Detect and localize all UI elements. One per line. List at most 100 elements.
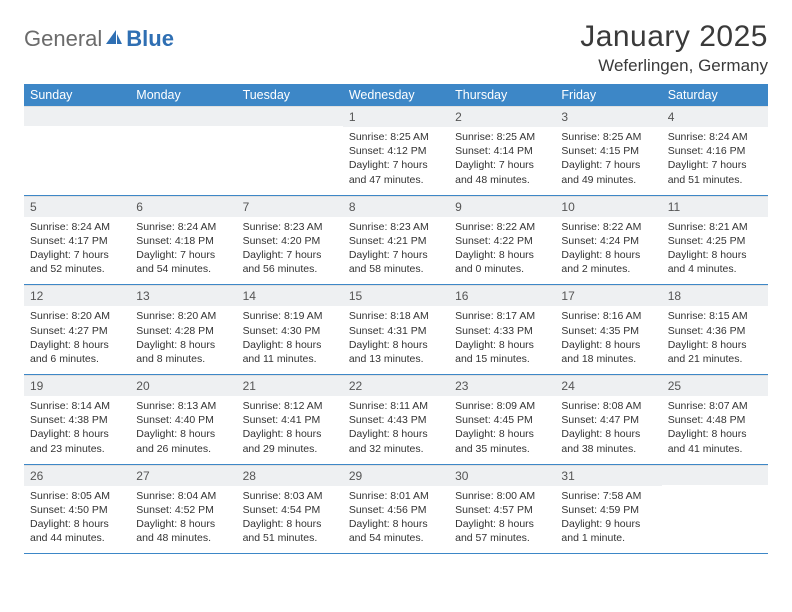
day-details: Sunrise: 8:11 AMSunset: 4:43 PMDaylight:… [343,396,449,464]
sunset-value: 4:47 PM [600,414,639,426]
sunset-label: Sunset: [243,235,282,247]
sunset-value: 4:36 PM [706,325,745,337]
day-cell: 26Sunrise: 8:05 AMSunset: 4:50 PMDayligh… [24,464,130,554]
day-number: 12 [24,285,130,306]
day-details: Sunrise: 8:08 AMSunset: 4:47 PMDaylight:… [555,396,661,464]
sunrise-value: 7:58 AM [603,490,642,502]
daylight-label: Daylight: [349,518,393,530]
sunset-label: Sunset: [455,504,494,516]
day-details: Sunrise: 8:19 AMSunset: 4:30 PMDaylight:… [237,306,343,374]
sunset-value: 4:17 PM [69,235,108,247]
day-number: 2 [449,106,555,127]
day-number [662,465,768,485]
sunrise-value: 8:18 AM [390,310,429,322]
daylight-label: Daylight: [668,159,712,171]
sunset-label: Sunset: [243,504,282,516]
day-cell: 29Sunrise: 8:01 AMSunset: 4:56 PMDayligh… [343,464,449,554]
day-number: 1 [343,106,449,127]
day-details: Sunrise: 8:23 AMSunset: 4:20 PMDaylight:… [237,217,343,285]
day-cell [662,464,768,554]
day-number: 9 [449,196,555,217]
day-number: 19 [24,375,130,396]
sunrise-label: Sunrise: [668,131,709,143]
sunrise-value: 8:23 AM [390,221,429,233]
daylight-label: Daylight: [30,428,74,440]
day-cell: 28Sunrise: 8:03 AMSunset: 4:54 PMDayligh… [237,464,343,554]
sunset-label: Sunset: [243,325,282,337]
sunrise-label: Sunrise: [455,221,496,233]
daylight-label: Daylight: [349,159,393,171]
day-cell: 24Sunrise: 8:08 AMSunset: 4:47 PMDayligh… [555,375,661,465]
month-title: January 2025 [580,20,768,54]
sunrise-value: 8:09 AM [497,400,536,412]
sunset-label: Sunset: [30,414,69,426]
sunrise-label: Sunrise: [243,400,284,412]
day-number: 27 [130,465,236,486]
sunset-label: Sunset: [136,235,175,247]
sunset-label: Sunset: [668,145,707,157]
sunset-value: 4:21 PM [387,235,426,247]
sunrise-label: Sunrise: [561,310,602,322]
day-details: Sunrise: 8:18 AMSunset: 4:31 PMDaylight:… [343,306,449,374]
sunrise-label: Sunrise: [455,131,496,143]
day-cell: 1Sunrise: 8:25 AMSunset: 4:12 PMDaylight… [343,106,449,195]
sunset-value: 4:15 PM [600,145,639,157]
dow-sunday: Sunday [24,84,130,106]
sunrise-label: Sunrise: [668,310,709,322]
week-row: 5Sunrise: 8:24 AMSunset: 4:17 PMDaylight… [24,195,768,285]
daylight-label: Daylight: [455,249,499,261]
sunrise-label: Sunrise: [30,221,71,233]
daylight-label: Daylight: [243,249,287,261]
day-details: Sunrise: 8:03 AMSunset: 4:54 PMDaylight:… [237,486,343,554]
sunrise-value: 8:15 AM [709,310,748,322]
day-cell: 27Sunrise: 8:04 AMSunset: 4:52 PMDayligh… [130,464,236,554]
sunrise-label: Sunrise: [561,490,602,502]
sunset-label: Sunset: [561,325,600,337]
sunset-label: Sunset: [561,235,600,247]
day-number: 8 [343,196,449,217]
sunrise-value: 8:01 AM [390,490,429,502]
sunrise-value: 8:13 AM [178,400,217,412]
day-details: Sunrise: 8:14 AMSunset: 4:38 PMDaylight:… [24,396,130,464]
sunrise-label: Sunrise: [455,400,496,412]
week-row: 1Sunrise: 8:25 AMSunset: 4:12 PMDaylight… [24,106,768,195]
daylight-label: Daylight: [455,518,499,530]
day-number: 15 [343,285,449,306]
day-details [237,126,343,188]
sunset-value: 4:30 PM [281,325,320,337]
day-details: Sunrise: 7:58 AMSunset: 4:59 PMDaylight:… [555,486,661,554]
daylight-label: Daylight: [561,249,605,261]
day-number: 22 [343,375,449,396]
daylight-label: Daylight: [455,428,499,440]
sunset-value: 4:31 PM [387,325,426,337]
sunset-label: Sunset: [668,414,707,426]
day-cell: 18Sunrise: 8:15 AMSunset: 4:36 PMDayligh… [662,285,768,375]
daylight-label: Daylight: [349,428,393,440]
day-cell: 6Sunrise: 8:24 AMSunset: 4:18 PMDaylight… [130,195,236,285]
sunrise-value: 8:07 AM [709,400,748,412]
day-cell: 23Sunrise: 8:09 AMSunset: 4:45 PMDayligh… [449,375,555,465]
sunrise-label: Sunrise: [561,400,602,412]
sunset-label: Sunset: [349,235,388,247]
dow-monday: Monday [130,84,236,106]
sunrise-value: 8:20 AM [178,310,217,322]
sunset-value: 4:57 PM [494,504,533,516]
daylight-label: Daylight: [561,339,605,351]
day-details: Sunrise: 8:01 AMSunset: 4:56 PMDaylight:… [343,486,449,554]
daylight-label: Daylight: [561,518,605,530]
sunset-label: Sunset: [136,325,175,337]
sunset-value: 4:12 PM [387,145,426,157]
day-number: 31 [555,465,661,486]
sunrise-value: 8:14 AM [71,400,110,412]
daylight-label: Daylight: [136,518,180,530]
sunset-label: Sunset: [243,414,282,426]
day-cell: 3Sunrise: 8:25 AMSunset: 4:15 PMDaylight… [555,106,661,195]
sunset-label: Sunset: [561,414,600,426]
daylight-label: Daylight: [561,159,605,171]
day-details: Sunrise: 8:23 AMSunset: 4:21 PMDaylight:… [343,217,449,285]
sunset-label: Sunset: [455,325,494,337]
day-cell: 12Sunrise: 8:20 AMSunset: 4:27 PMDayligh… [24,285,130,375]
day-number: 3 [555,106,661,127]
daylight-label: Daylight: [668,339,712,351]
sunset-value: 4:38 PM [69,414,108,426]
